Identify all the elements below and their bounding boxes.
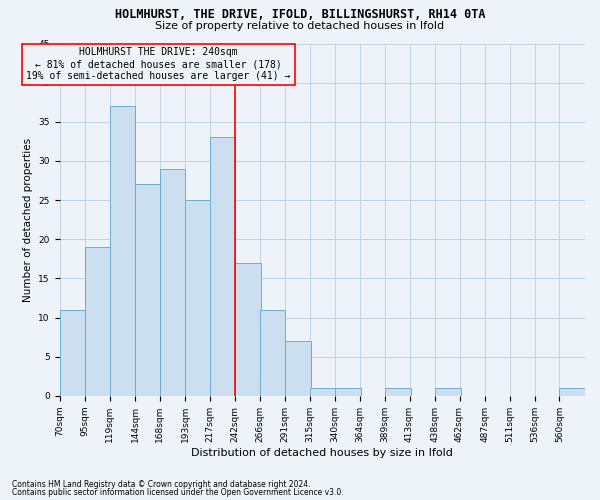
Bar bbox=[260, 310, 285, 396]
Text: Contains public sector information licensed under the Open Government Licence v3: Contains public sector information licen… bbox=[12, 488, 344, 497]
Bar bbox=[385, 388, 410, 396]
Bar bbox=[235, 262, 260, 396]
Bar bbox=[59, 310, 85, 396]
Bar bbox=[135, 184, 161, 396]
Bar bbox=[85, 247, 110, 396]
Y-axis label: Number of detached properties: Number of detached properties bbox=[23, 138, 33, 302]
Text: Size of property relative to detached houses in Ifold: Size of property relative to detached ho… bbox=[155, 21, 445, 31]
Bar bbox=[310, 388, 335, 396]
Bar bbox=[209, 138, 235, 396]
Bar bbox=[559, 388, 585, 396]
Bar bbox=[185, 200, 211, 396]
Text: HOLMHURST THE DRIVE: 240sqm
← 81% of detached houses are smaller (178)
19% of se: HOLMHURST THE DRIVE: 240sqm ← 81% of det… bbox=[26, 48, 291, 80]
Bar bbox=[335, 388, 361, 396]
Bar bbox=[285, 341, 311, 396]
Text: HOLMHURST, THE DRIVE, IFOLD, BILLINGSHURST, RH14 0TA: HOLMHURST, THE DRIVE, IFOLD, BILLINGSHUR… bbox=[115, 8, 485, 20]
Bar bbox=[160, 169, 185, 396]
Bar bbox=[435, 388, 461, 396]
Text: Contains HM Land Registry data © Crown copyright and database right 2024.: Contains HM Land Registry data © Crown c… bbox=[12, 480, 311, 489]
X-axis label: Distribution of detached houses by size in Ifold: Distribution of detached houses by size … bbox=[191, 448, 453, 458]
Bar bbox=[110, 106, 135, 396]
